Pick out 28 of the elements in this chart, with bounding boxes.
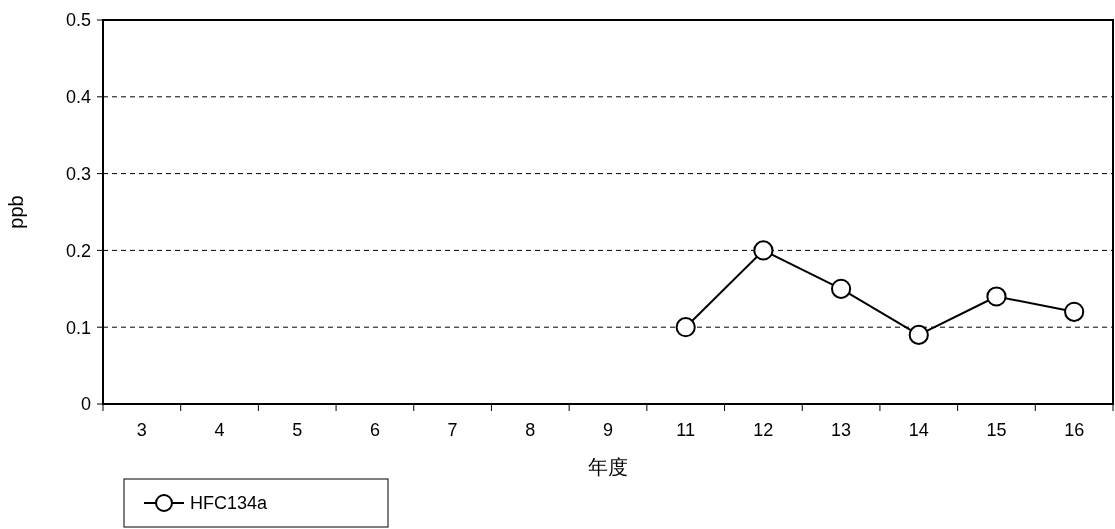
y-tick-label: 0.5 [65,10,91,31]
x-tick-label: 13 [831,420,852,440]
point [1064,301,1085,322]
x-tick-label: 11 [676,420,696,440]
legend-label: HFC134a [190,493,269,514]
y-axis-title: ppb [5,195,27,229]
x-tick-label: 16 [1064,420,1085,440]
y-tick-label: 0.3 [65,163,91,184]
x-tick-label: 9 [602,420,614,440]
x-tick-label: 12 [753,420,774,440]
y-tick-label: 0.1 [65,317,91,338]
x-axis-title: 年度 [588,456,628,478]
x-tick-label: 7 [447,420,458,440]
x-tick-label: 14 [908,420,929,440]
x-tick-label: 15 [986,420,1007,440]
point [908,324,929,345]
y-tick-label: 0 [80,394,91,415]
x-tick-label: 8 [525,420,536,440]
point [830,278,852,299]
point [753,240,774,261]
point [675,317,696,338]
y-tick-label: 0.4 [65,87,91,108]
x-tick-label: 5 [292,420,303,440]
x-tick-label: 3 [136,420,147,440]
point [986,286,1007,307]
y-tick-label: 0.2 [65,240,91,261]
x-tick-label: 6 [369,420,380,440]
x-tick-label: 4 [214,420,225,440]
